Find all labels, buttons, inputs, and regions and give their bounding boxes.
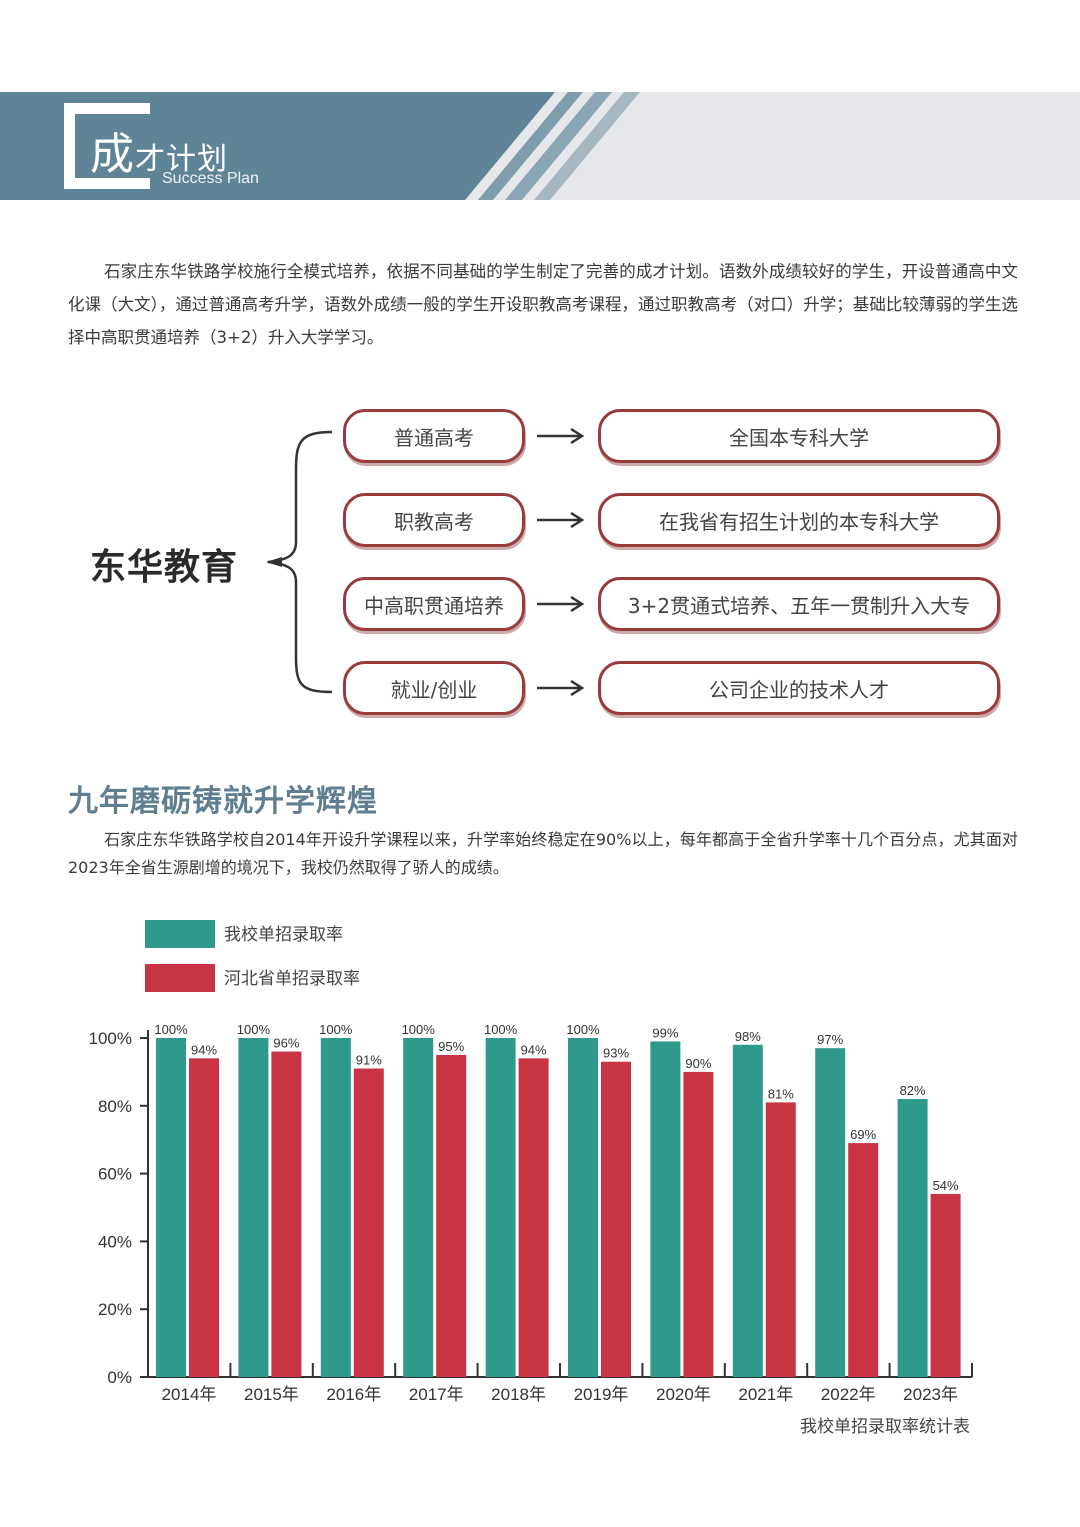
x-tick-label: 2021年 xyxy=(738,1385,793,1404)
arrow-right-icon xyxy=(537,427,585,445)
arrow-right-icon xyxy=(537,595,585,613)
data-label: 82% xyxy=(900,1083,926,1098)
data-label: 54% xyxy=(933,1178,959,1193)
title-frame xyxy=(64,103,150,189)
legend-label: 河北省单招录取率 xyxy=(224,969,360,988)
flow-left-pill-2: 职教高考 xyxy=(343,493,525,547)
flow-diagram: 东华教育 普通高考 全国本专科大学 职教高考 在我省有招生计划的本专科大学 中高… xyxy=(0,390,1080,730)
x-tick-label: 2020年 xyxy=(656,1385,711,1404)
data-label: 95% xyxy=(438,1039,464,1054)
y-tick-label: 40% xyxy=(98,1232,132,1251)
data-label: 100% xyxy=(566,1022,600,1037)
legend-swatch xyxy=(145,920,215,948)
bar-chart: 我校单招录取率 河北省单招录取率 0% 20% 40% 60% 80% 100% 100% 94%… xyxy=(0,900,1080,1460)
data-label: 91% xyxy=(356,1053,382,1068)
section-title: 九年磨砺铸就升学辉煌 xyxy=(68,784,378,819)
data-label: 96% xyxy=(273,1036,299,1051)
flow-right-pill-1: 全国本专科大学 xyxy=(598,409,1000,463)
arrow-right-icon xyxy=(537,511,585,529)
bar xyxy=(765,1102,796,1377)
x-tick-label: 2022年 xyxy=(821,1385,876,1404)
bar xyxy=(238,1038,269,1377)
data-label: 69% xyxy=(850,1127,876,1142)
data-label: 81% xyxy=(768,1086,794,1101)
legend-label: 我校单招录取率 xyxy=(224,925,343,944)
data-label: 99% xyxy=(652,1025,678,1040)
data-label: 98% xyxy=(735,1029,761,1044)
bar xyxy=(815,1048,846,1377)
bar xyxy=(518,1058,549,1377)
bar xyxy=(189,1058,219,1377)
bar xyxy=(353,1068,384,1377)
x-tick-label: 2014年 xyxy=(162,1385,217,1404)
chart-caption: 我校单招录取率统计表 xyxy=(800,1417,970,1437)
header-banner: 成才计划 Success Plan xyxy=(0,0,1080,210)
flow-brace xyxy=(266,430,333,694)
title-rest: 才计划 xyxy=(135,142,228,177)
bar xyxy=(897,1099,928,1377)
page-subtitle: Success Plan xyxy=(162,170,259,187)
bar xyxy=(930,1193,961,1377)
data-label: 100% xyxy=(484,1022,518,1037)
flow-left-pill-1: 普通高考 xyxy=(343,409,525,463)
section-paragraph: 石家庄东华铁路学校自2014年开设升学课程以来，升学率始终稳定在90%以上，每年… xyxy=(68,830,1018,877)
x-tick-label: 2016年 xyxy=(326,1385,381,1404)
data-label: 90% xyxy=(685,1056,711,1071)
intro-paragraph: 石家庄东华铁路学校施行全模式培养，依据不同基础的学生制定了完善的成才计划。语数外… xyxy=(68,262,1018,347)
flow-root-label: 东华教育 xyxy=(90,547,239,588)
flow-right-pill-4: 公司企业的技术人才 xyxy=(598,661,1000,715)
data-label: 94% xyxy=(521,1042,547,1057)
bar xyxy=(271,1051,302,1377)
flow-left-pill-3: 中高职贯通培养 xyxy=(343,577,525,631)
bar xyxy=(848,1143,879,1377)
data-label: 97% xyxy=(817,1032,843,1047)
flow-right-pill-3: 3+2贯通式培养、五年一贯制升入大专 xyxy=(598,577,1000,631)
bar xyxy=(320,1038,351,1377)
banner-graphic xyxy=(0,92,1080,200)
legend-swatch xyxy=(145,964,215,992)
y-tick-label: 0% xyxy=(107,1368,132,1387)
bar xyxy=(650,1041,681,1377)
bar xyxy=(403,1038,434,1377)
y-tick-label: 60% xyxy=(98,1165,132,1184)
page-title: 成才计划 xyxy=(90,118,228,182)
data-label: 93% xyxy=(603,1046,629,1061)
y-tick-label: 20% xyxy=(98,1300,132,1319)
x-tick-label: 2015年 xyxy=(244,1385,299,1404)
x-tick-label: 2018年 xyxy=(491,1385,546,1404)
flow-right-pill-2: 在我省有招生计划的本专科大学 xyxy=(598,493,1000,547)
data-label: 100% xyxy=(154,1022,188,1037)
x-tick-label: 2017年 xyxy=(409,1385,464,1404)
flow-left-pill-4: 就业/创业 xyxy=(343,661,525,715)
bar xyxy=(568,1038,598,1377)
x-tick-label: 2019年 xyxy=(574,1385,629,1404)
bar xyxy=(683,1071,714,1377)
y-tick-label: 100% xyxy=(89,1029,132,1048)
data-label: 100% xyxy=(319,1022,353,1037)
arrow-right-icon xyxy=(537,679,585,697)
data-label: 100% xyxy=(402,1022,436,1037)
bar xyxy=(732,1044,763,1377)
bar xyxy=(601,1061,631,1377)
x-tick-label: 2023年 xyxy=(903,1385,958,1404)
y-tick-label: 80% xyxy=(98,1097,132,1116)
data-label: 100% xyxy=(237,1022,271,1037)
bar xyxy=(156,1038,186,1377)
bar xyxy=(436,1054,467,1377)
title-big-char: 成 xyxy=(90,129,135,180)
data-label: 94% xyxy=(191,1042,217,1057)
bar xyxy=(485,1038,516,1377)
